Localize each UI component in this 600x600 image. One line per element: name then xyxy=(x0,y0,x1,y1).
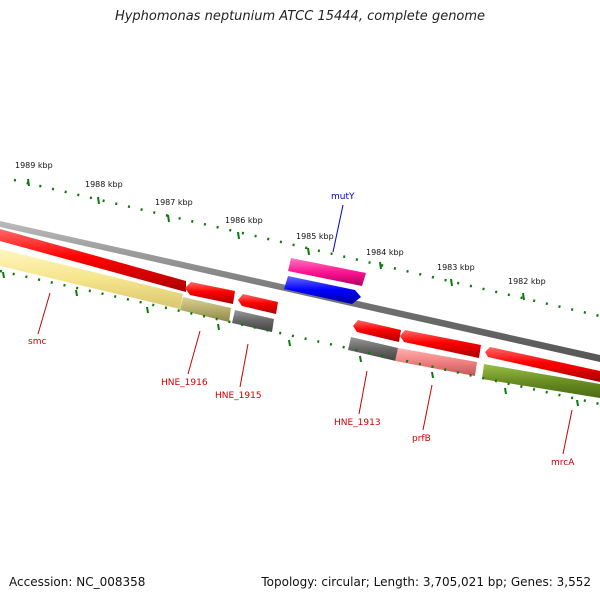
gene-mrcA[interactable] xyxy=(482,364,600,398)
leader-HNE_1916 xyxy=(187,330,201,375)
gene-label-HNE_1913[interactable]: HNE_1913 xyxy=(334,418,381,428)
scale-label: 1982 kbp xyxy=(508,277,546,286)
accession-label: Accession: NC_008358 xyxy=(9,575,146,589)
gene-forward-right[interactable] xyxy=(485,347,600,382)
topology-label: Topology: circular; Length: 3,705,021 bp… xyxy=(261,575,591,589)
forward-strand xyxy=(0,229,600,382)
gene-label-mutY[interactable]: mutY xyxy=(331,192,355,202)
leader-mutY xyxy=(332,204,344,253)
leader-HNE_1915 xyxy=(239,343,249,388)
gene-HNE_1913-red[interactable] xyxy=(353,320,401,342)
leader-prfB xyxy=(422,384,433,431)
gene-labels: mutY smc HNE_1916 HNE_1915 HNE_1913 prfB… xyxy=(28,192,575,468)
scale-tick-1989 xyxy=(27,178,30,187)
scale-tick-1987 xyxy=(167,214,170,223)
gene-label-HNE_1916[interactable]: HNE_1916 xyxy=(161,378,208,388)
scale-label: 1987 kbp xyxy=(155,198,193,207)
gene-label-mrcA[interactable]: mrcA xyxy=(551,458,575,468)
gene-HNE_1915-red[interactable] xyxy=(238,294,278,314)
scale-tick-1983 xyxy=(450,278,453,287)
gene-HNE_1916[interactable] xyxy=(180,297,231,322)
scale-labels: 1989 kbp 1988 kbp 1987 kbp 1986 kbp 1985… xyxy=(15,161,546,286)
leader-HNE_1913 xyxy=(358,370,368,415)
scale-label: 1986 kbp xyxy=(225,216,263,225)
leader-mrcA xyxy=(562,409,573,455)
gene-prfB[interactable] xyxy=(395,348,477,376)
scale-label: 1983 kbp xyxy=(437,263,475,272)
scale-tick-1984 xyxy=(379,261,382,270)
reverse-strand xyxy=(0,249,600,398)
inner-scale-ticks xyxy=(0,269,600,407)
label-leaders xyxy=(37,204,573,455)
gene-HNE_1916-red[interactable] xyxy=(185,282,235,304)
scale-tick-1986 xyxy=(237,231,240,240)
map-title: Hyphomonas neptunium ATCC 15444, complet… xyxy=(114,9,486,24)
gene-smc-forward[interactable] xyxy=(0,229,186,292)
gene-HNE_1915[interactable] xyxy=(232,310,274,332)
scale-tick-1988 xyxy=(97,196,100,205)
gene-pink-mutY[interactable] xyxy=(288,258,366,286)
outer-scale-ticks xyxy=(13,178,600,318)
gene-smc[interactable] xyxy=(0,249,183,309)
scale-label: 1989 kbp xyxy=(15,161,53,170)
gene-label-smc[interactable]: smc xyxy=(28,337,46,347)
gene-label-prfB[interactable]: prfB xyxy=(412,434,431,444)
gene-prfB-red[interactable] xyxy=(400,330,481,358)
scale-tick-1982 xyxy=(522,292,525,301)
scale-label: 1984 kbp xyxy=(366,248,404,257)
gene-HNE_1913[interactable] xyxy=(348,337,398,361)
leader-smc xyxy=(37,292,51,335)
scale-label: 1988 kbp xyxy=(85,180,123,189)
scale-label: 1985 kbp xyxy=(296,232,334,241)
gene-label-HNE_1915[interactable]: HNE_1915 xyxy=(215,391,262,401)
gene-blue-mutY[interactable] xyxy=(284,276,361,304)
scale-tick-1985 xyxy=(307,247,310,256)
